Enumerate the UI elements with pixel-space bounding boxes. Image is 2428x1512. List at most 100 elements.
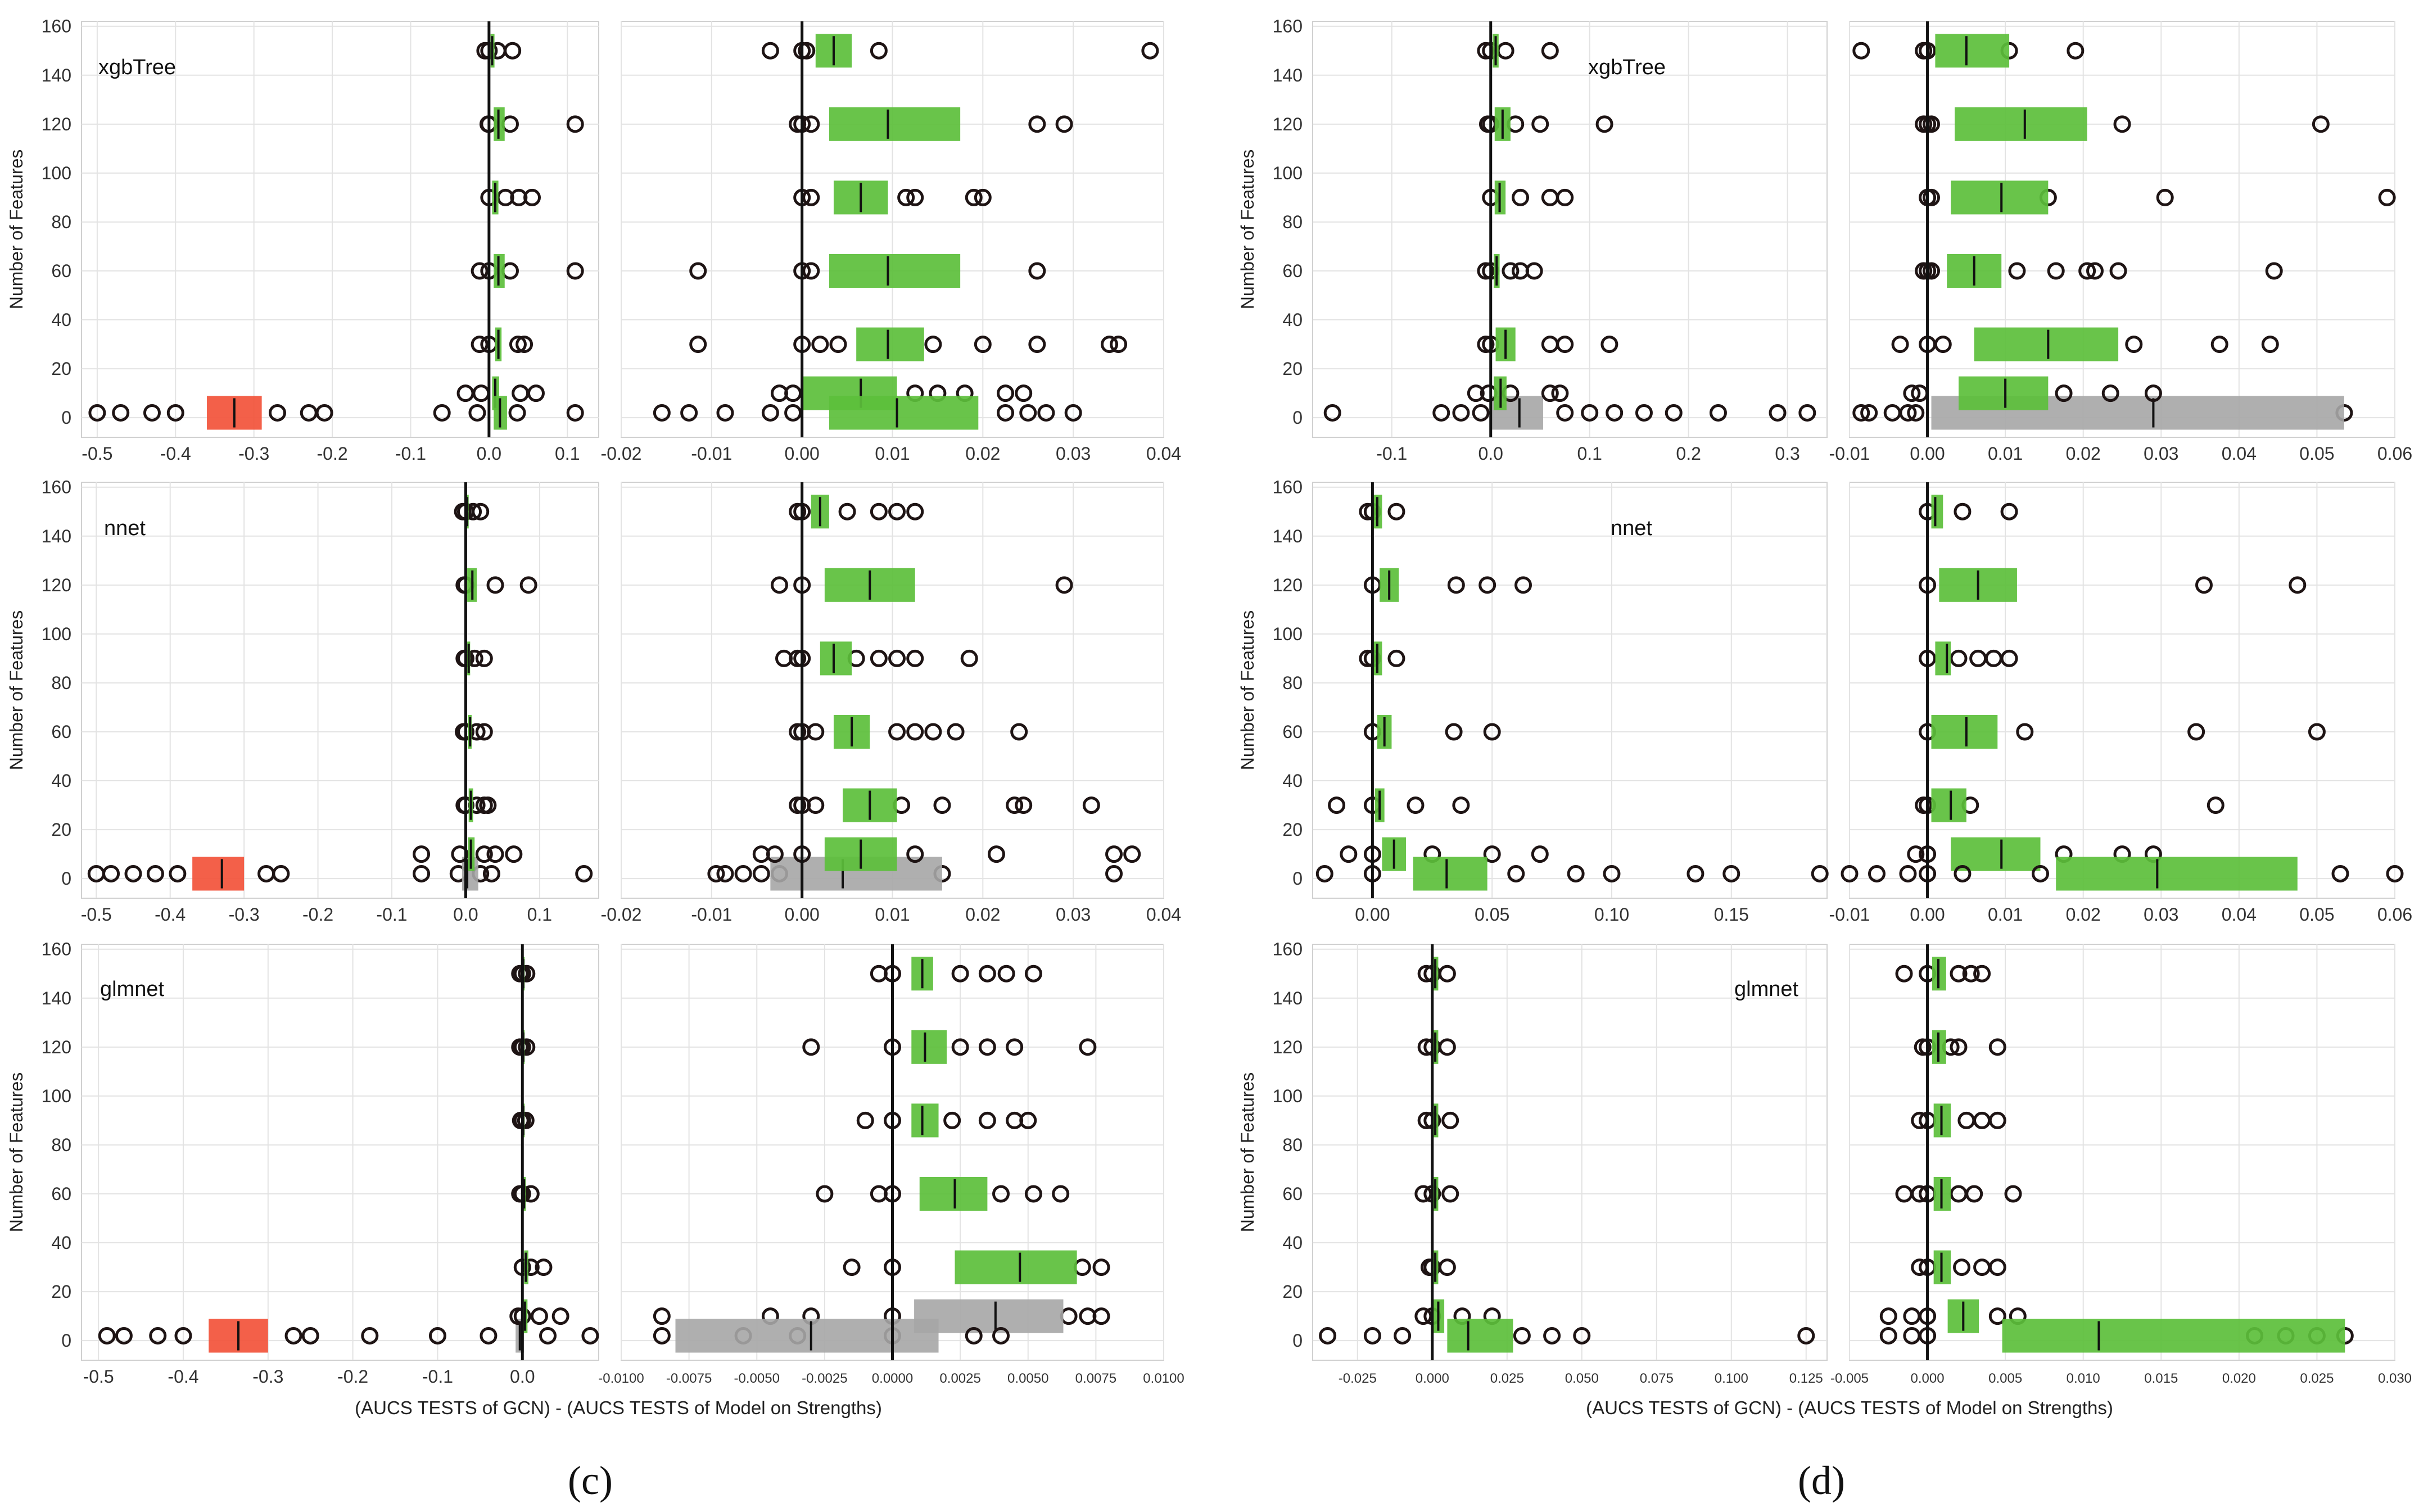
- outlier-point: [301, 1327, 319, 1344]
- outlier-point: [2101, 384, 2119, 402]
- outlier-point: [870, 503, 888, 520]
- outlier-point: [978, 965, 996, 983]
- outlier-point: [906, 188, 924, 206]
- outlier-point: [1903, 384, 1921, 402]
- box-green: [1935, 34, 2010, 68]
- x-tick-label: -0.01: [691, 443, 732, 464]
- x-tick-label: 0.0: [453, 904, 478, 925]
- x-tick-label: 0.01: [1988, 904, 2023, 925]
- outlier-point: [551, 1307, 569, 1325]
- outlier-point: [1895, 965, 1913, 983]
- y-tick-label: 0: [1292, 1330, 1303, 1351]
- outlier-point: [1988, 1259, 2006, 1276]
- plot-area: [1312, 21, 1828, 438]
- y-tick-label: 140: [42, 526, 71, 546]
- outlier-point: [1600, 336, 1618, 354]
- outlier-point: [1477, 262, 1495, 280]
- outlier-point: [480, 1327, 498, 1344]
- x-tick-label: 0.100: [1715, 1371, 1748, 1386]
- outlier-point: [2125, 336, 2143, 354]
- outlier-point: [1019, 404, 1037, 422]
- x-tick-label: -0.4: [160, 443, 191, 464]
- outlier-point: [566, 262, 584, 280]
- plot-area: [1312, 482, 1828, 899]
- x-tick-label: 0.06: [2377, 904, 2412, 925]
- outlier-point: [1015, 796, 1033, 814]
- y-tick-label: 160: [1273, 477, 1303, 497]
- outlier-point: [1438, 1038, 1456, 1056]
- outlier-point: [475, 723, 493, 741]
- outlier-point: [1141, 42, 1159, 60]
- x-tick-label: 0.125: [1789, 1371, 1823, 1386]
- outlier-point: [906, 503, 924, 520]
- outlier-point: [413, 845, 431, 863]
- outlier-point: [413, 864, 431, 882]
- x-tick-label: 0.0: [510, 1366, 535, 1387]
- outlier-point: [2210, 336, 2228, 354]
- y-tick-label: 40: [1282, 771, 1303, 791]
- outlier-point: [807, 796, 825, 814]
- y-tick-label: 80: [51, 1135, 71, 1155]
- x-tick-label: -0.2: [317, 443, 347, 464]
- outlier-point: [1024, 965, 1042, 983]
- x-tick-label: 0.025: [1490, 1371, 1524, 1386]
- outlier-point: [475, 845, 493, 863]
- y-tick-label: 120: [1273, 114, 1303, 134]
- outlier-point: [482, 864, 500, 882]
- y-tick-label: 0: [61, 408, 71, 428]
- outlier-point: [88, 404, 106, 422]
- plot-area: [1849, 944, 2395, 1361]
- panel-label-c: (c): [568, 1458, 613, 1503]
- outlier-point: [2207, 796, 2224, 814]
- y-axis-title: Number of Features: [6, 610, 26, 771]
- x-tick-label: -0.1: [422, 1366, 453, 1387]
- x-tick-label: -0.02: [601, 443, 642, 464]
- box-green: [856, 327, 924, 361]
- y-tick-label: 0: [1292, 868, 1303, 889]
- outlier-point: [838, 503, 856, 520]
- y-tick-label: 100: [42, 163, 71, 183]
- outlier-point: [653, 1327, 671, 1344]
- outlier-point: [1467, 384, 1485, 402]
- outlier-point: [2187, 723, 2205, 741]
- x-tick-label: -0.5: [83, 1366, 114, 1387]
- x-tick-label: 0.000: [1416, 1371, 1449, 1386]
- outlier-point: [1441, 1111, 1459, 1129]
- outlier-point: [527, 384, 545, 402]
- outlier-point: [1055, 115, 1073, 133]
- y-tick-label: 0: [1292, 408, 1303, 428]
- outlier-point: [505, 845, 523, 863]
- x-tick-label: 0.00: [785, 904, 820, 925]
- outlier-point: [1541, 42, 1559, 60]
- outlier-point: [752, 864, 770, 882]
- outlier-point: [1438, 965, 1456, 983]
- y-tick-label: 40: [1282, 1233, 1303, 1253]
- x-tick-label: -0.1: [1376, 443, 1407, 464]
- model-label: nnet: [1611, 517, 1652, 540]
- x-tick-label: 0.3: [1775, 443, 1799, 464]
- outlier-point: [2156, 188, 2174, 206]
- x-tick-label: -0.4: [168, 1366, 198, 1387]
- y-tick-label: 60: [1282, 1184, 1303, 1204]
- outlier-point: [1055, 576, 1073, 594]
- x-tick-label: -0.0025: [802, 1371, 847, 1386]
- x-tick-label: -0.2: [337, 1366, 368, 1387]
- outlier-point: [1082, 796, 1100, 814]
- outlier-point: [479, 796, 497, 814]
- outlier-point: [112, 404, 130, 422]
- outlier-point: [1868, 864, 1886, 882]
- outlier-point: [1962, 965, 1980, 983]
- y-tick-label: 20: [51, 1282, 71, 1302]
- outlier-point: [1024, 1185, 1042, 1203]
- outlier-point: [870, 42, 888, 60]
- y-tick-label: 40: [1282, 310, 1303, 330]
- box-green: [1931, 495, 1943, 529]
- outlier-point: [1899, 404, 1917, 422]
- y-tick-label: 120: [42, 1037, 71, 1057]
- outlier-point: [1105, 864, 1123, 882]
- outlier-point: [2000, 649, 2018, 667]
- model-label: xgbTree: [1588, 56, 1666, 79]
- outlier-point: [1432, 404, 1450, 422]
- outlier-point: [965, 1327, 983, 1344]
- x-tick-label: -0.02: [601, 904, 642, 925]
